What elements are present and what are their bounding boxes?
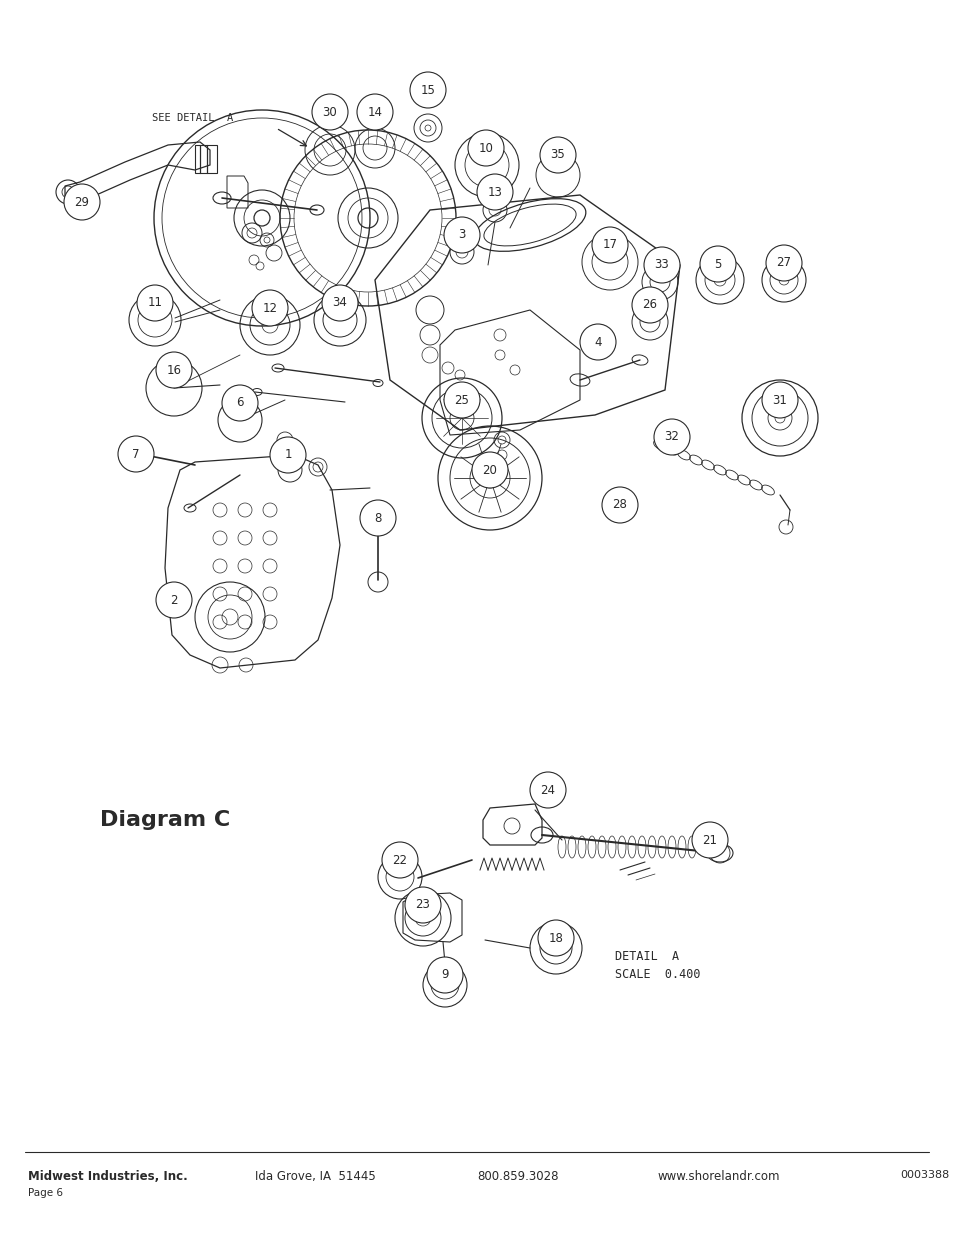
Circle shape — [761, 382, 797, 417]
Text: 22: 22 — [392, 853, 407, 867]
Circle shape — [137, 285, 172, 321]
Text: 26: 26 — [641, 299, 657, 311]
Text: SEE DETAIL  A: SEE DETAIL A — [152, 112, 233, 124]
Text: 35: 35 — [550, 148, 565, 162]
Text: 1: 1 — [284, 448, 292, 462]
Text: Ida Grove, IA  51445: Ida Grove, IA 51445 — [254, 1170, 375, 1183]
Circle shape — [322, 285, 357, 321]
Circle shape — [64, 184, 100, 220]
Circle shape — [631, 287, 667, 324]
Text: 16: 16 — [167, 363, 181, 377]
Text: 8: 8 — [374, 511, 381, 525]
Text: 12: 12 — [262, 301, 277, 315]
Text: 28: 28 — [612, 499, 627, 511]
Text: 30: 30 — [322, 105, 337, 119]
Circle shape — [691, 823, 727, 858]
Text: 7: 7 — [132, 447, 139, 461]
Circle shape — [252, 290, 288, 326]
Circle shape — [410, 72, 446, 107]
Circle shape — [579, 324, 616, 359]
Circle shape — [530, 772, 565, 808]
Text: 9: 9 — [441, 968, 448, 982]
Text: 11: 11 — [148, 296, 162, 310]
Circle shape — [654, 419, 689, 454]
Text: 0003388: 0003388 — [899, 1170, 948, 1179]
Text: 32: 32 — [664, 431, 679, 443]
Circle shape — [427, 957, 462, 993]
Circle shape — [537, 920, 574, 956]
Text: 27: 27 — [776, 257, 791, 269]
Text: 18: 18 — [548, 931, 563, 945]
Circle shape — [643, 247, 679, 283]
Text: 2: 2 — [170, 594, 177, 606]
Text: 29: 29 — [74, 195, 90, 209]
Circle shape — [539, 137, 576, 173]
Text: 25: 25 — [454, 394, 469, 406]
Circle shape — [765, 245, 801, 282]
Circle shape — [601, 487, 638, 522]
Circle shape — [118, 436, 153, 472]
Circle shape — [222, 385, 257, 421]
Circle shape — [592, 227, 627, 263]
Text: 20: 20 — [482, 463, 497, 477]
Text: 15: 15 — [420, 84, 435, 96]
Text: Midwest Industries, Inc.: Midwest Industries, Inc. — [28, 1170, 188, 1183]
Text: 13: 13 — [487, 185, 502, 199]
Text: 800.859.3028: 800.859.3028 — [476, 1170, 558, 1183]
Text: www.shorelandr.com: www.shorelandr.com — [658, 1170, 780, 1183]
Circle shape — [468, 130, 503, 165]
Text: 6: 6 — [236, 396, 244, 410]
Circle shape — [443, 382, 479, 417]
Circle shape — [476, 174, 513, 210]
Text: Diagram C: Diagram C — [100, 810, 230, 830]
Text: 17: 17 — [602, 238, 617, 252]
Circle shape — [405, 887, 440, 923]
Circle shape — [356, 94, 393, 130]
Circle shape — [270, 437, 306, 473]
Text: DETAIL  A: DETAIL A — [615, 950, 679, 963]
Text: 33: 33 — [654, 258, 669, 272]
Text: 10: 10 — [478, 142, 493, 154]
Circle shape — [312, 94, 348, 130]
Text: 23: 23 — [416, 899, 430, 911]
Circle shape — [443, 217, 479, 253]
Text: 21: 21 — [701, 834, 717, 846]
Bar — [194, 144, 216, 173]
Text: Page 6: Page 6 — [28, 1188, 63, 1198]
Text: 5: 5 — [714, 258, 720, 270]
Text: 14: 14 — [367, 105, 382, 119]
Circle shape — [156, 352, 192, 388]
Text: 24: 24 — [540, 783, 555, 797]
Circle shape — [700, 246, 735, 282]
Text: 3: 3 — [457, 228, 465, 242]
Text: SCALE  0.400: SCALE 0.400 — [615, 968, 700, 981]
Circle shape — [381, 842, 417, 878]
Text: 34: 34 — [333, 296, 347, 310]
Text: 31: 31 — [772, 394, 786, 406]
Text: 4: 4 — [594, 336, 601, 348]
Circle shape — [156, 582, 192, 618]
Circle shape — [359, 500, 395, 536]
Circle shape — [472, 452, 507, 488]
